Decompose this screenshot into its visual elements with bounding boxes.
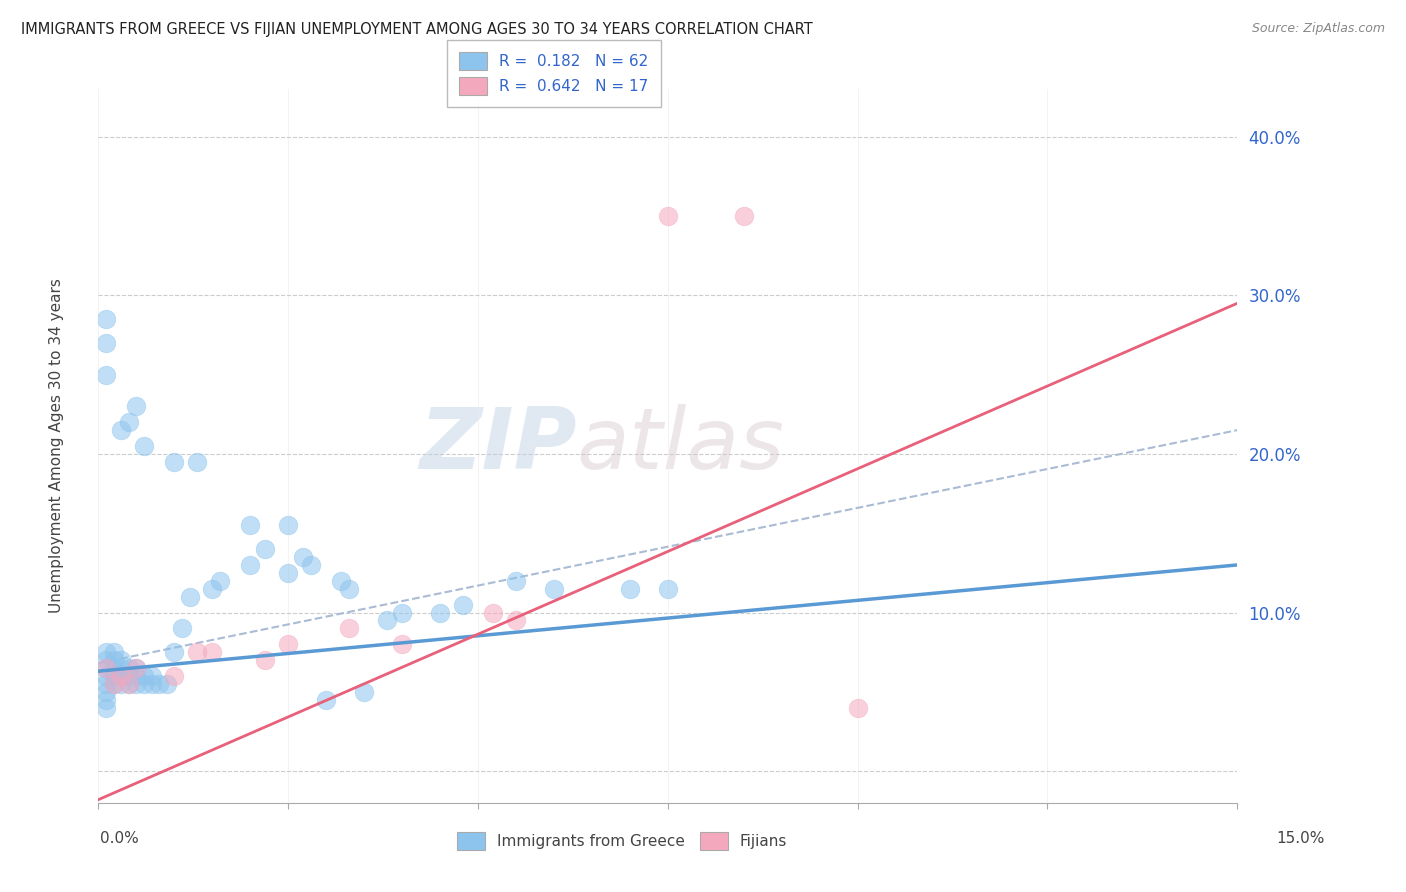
Point	[330, 574, 353, 588]
Text: Source: ZipAtlas.com: Source: ZipAtlas.com	[1251, 22, 1385, 36]
Point	[846, 700, 869, 714]
Point	[94, 677, 117, 691]
Point	[94, 700, 117, 714]
Point	[292, 549, 315, 564]
Point	[505, 574, 527, 588]
Point	[315, 692, 337, 706]
Point	[482, 606, 505, 620]
Point	[163, 669, 186, 683]
Point	[163, 455, 186, 469]
Point	[110, 669, 132, 683]
Point	[619, 582, 641, 596]
Point	[254, 653, 277, 667]
Point	[148, 677, 170, 691]
Point	[103, 653, 125, 667]
Point	[141, 669, 163, 683]
Point	[118, 669, 141, 683]
Point	[132, 439, 155, 453]
Point	[657, 209, 679, 223]
Text: 15.0%: 15.0%	[1277, 831, 1324, 846]
Point	[201, 645, 224, 659]
Point	[103, 669, 125, 683]
Point	[141, 677, 163, 691]
Point	[337, 582, 360, 596]
Point	[208, 574, 231, 588]
Point	[170, 621, 193, 635]
Point	[94, 653, 117, 667]
Point	[94, 661, 117, 675]
Point	[94, 692, 117, 706]
Text: Unemployment Among Ages 30 to 34 years: Unemployment Among Ages 30 to 34 years	[49, 278, 63, 614]
Point	[94, 312, 117, 326]
Text: IMMIGRANTS FROM GREECE VS FIJIAN UNEMPLOYMENT AMONG AGES 30 TO 34 YEARS CORRELAT: IMMIGRANTS FROM GREECE VS FIJIAN UNEMPLO…	[21, 22, 813, 37]
Point	[179, 590, 201, 604]
Point	[94, 669, 117, 683]
Point	[94, 645, 117, 659]
Text: 0.0%: 0.0%	[100, 831, 139, 846]
Point	[277, 566, 299, 580]
Point	[375, 614, 398, 628]
Legend: Immigrants from Greece, Fijians: Immigrants from Greece, Fijians	[451, 826, 793, 855]
Point	[125, 677, 148, 691]
Point	[451, 598, 474, 612]
Point	[132, 677, 155, 691]
Point	[103, 661, 125, 675]
Point	[103, 677, 125, 691]
Point	[110, 669, 132, 683]
Point	[118, 677, 141, 691]
Point	[110, 653, 132, 667]
Point	[657, 582, 679, 596]
Point	[254, 542, 277, 557]
Point	[125, 400, 148, 414]
Point	[543, 582, 565, 596]
Point	[125, 669, 148, 683]
Point	[94, 368, 117, 382]
Point	[277, 518, 299, 533]
Text: atlas: atlas	[576, 404, 785, 488]
Text: ZIP: ZIP	[419, 404, 576, 488]
Point	[110, 661, 132, 675]
Point	[94, 661, 117, 675]
Point	[94, 335, 117, 350]
Point	[118, 677, 141, 691]
Point	[125, 661, 148, 675]
Point	[201, 582, 224, 596]
Point	[186, 455, 208, 469]
Point	[110, 677, 132, 691]
Point	[103, 645, 125, 659]
Point	[299, 558, 322, 572]
Point	[118, 415, 141, 429]
Point	[118, 661, 141, 675]
Point	[239, 558, 262, 572]
Point	[429, 606, 451, 620]
Point	[505, 614, 527, 628]
Point	[186, 645, 208, 659]
Point	[110, 423, 132, 437]
Point	[125, 661, 148, 675]
Point	[337, 621, 360, 635]
Point	[391, 637, 413, 651]
Point	[353, 685, 375, 699]
Point	[239, 518, 262, 533]
Point	[103, 677, 125, 691]
Point	[163, 645, 186, 659]
Point	[391, 606, 413, 620]
Point	[733, 209, 755, 223]
Point	[156, 677, 179, 691]
Point	[94, 685, 117, 699]
Point	[132, 669, 155, 683]
Point	[277, 637, 299, 651]
